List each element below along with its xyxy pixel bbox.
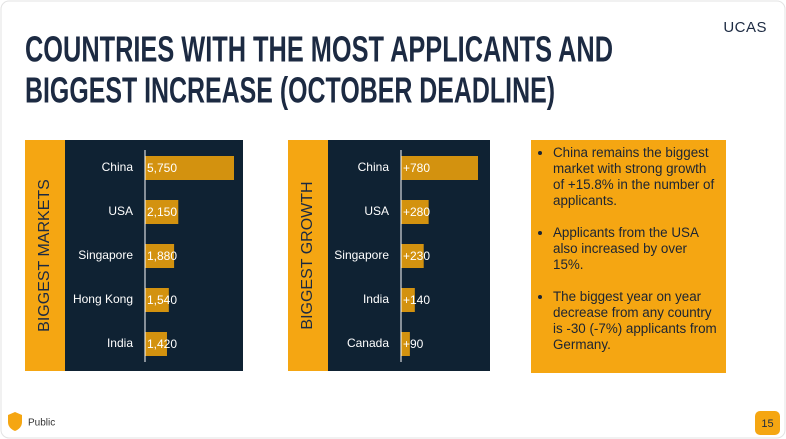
value-label: +280 [403,205,430,219]
value-label: +90 [403,337,424,351]
value-label: 1,420 [147,337,177,351]
bar [145,156,234,180]
label-strip [288,140,328,371]
bar [401,244,424,268]
bar [401,288,415,312]
category-label: Singapore [78,248,133,262]
bar [401,156,478,180]
logo: UCAS [723,19,767,36]
category-label: USA [108,204,133,218]
bar [145,200,179,224]
bar [401,332,410,356]
page-number: 15 [761,418,773,430]
label-strip [25,140,65,371]
category-label: Canada [347,336,389,350]
category-label: India [107,336,133,350]
bar [145,288,169,312]
title-line: COUNTRIES WITH THE MOST APPLICANTS AND [25,29,613,70]
value-label: 5,750 [147,161,177,175]
category-label: Singapore [334,248,389,262]
category-label: China [358,160,390,174]
side-label: BIGGEST MARKETS [36,179,53,332]
note: Applicants from the USA also increased b… [553,225,720,273]
notes-list: China remains the biggest market with st… [535,145,720,353]
notes-box: China remains the biggest market with st… [531,140,726,373]
title-line: BIGGEST INCREASE (OCTOBER DEADLINE) [25,70,555,111]
bar [145,332,167,356]
category-label: China [102,160,134,174]
page-badge [755,411,780,435]
category-label: USA [364,204,389,218]
classification: Public [28,418,55,429]
value-label: +230 [403,249,430,263]
value-label: 2,150 [147,205,177,219]
value-label: +140 [403,293,430,307]
value-label: +780 [403,161,430,175]
note: China remains the biggest market with st… [553,145,720,209]
bar [401,200,429,224]
note: The biggest year on year decrease from a… [553,289,720,353]
category-label: Hong Kong [73,292,133,306]
bar [145,244,175,268]
value-label: 1,540 [147,293,177,307]
category-label: India [363,292,389,306]
value-label: 1,880 [147,249,177,263]
side-label: BIGGEST GROWTH [299,181,316,329]
shield-icon [8,412,22,431]
